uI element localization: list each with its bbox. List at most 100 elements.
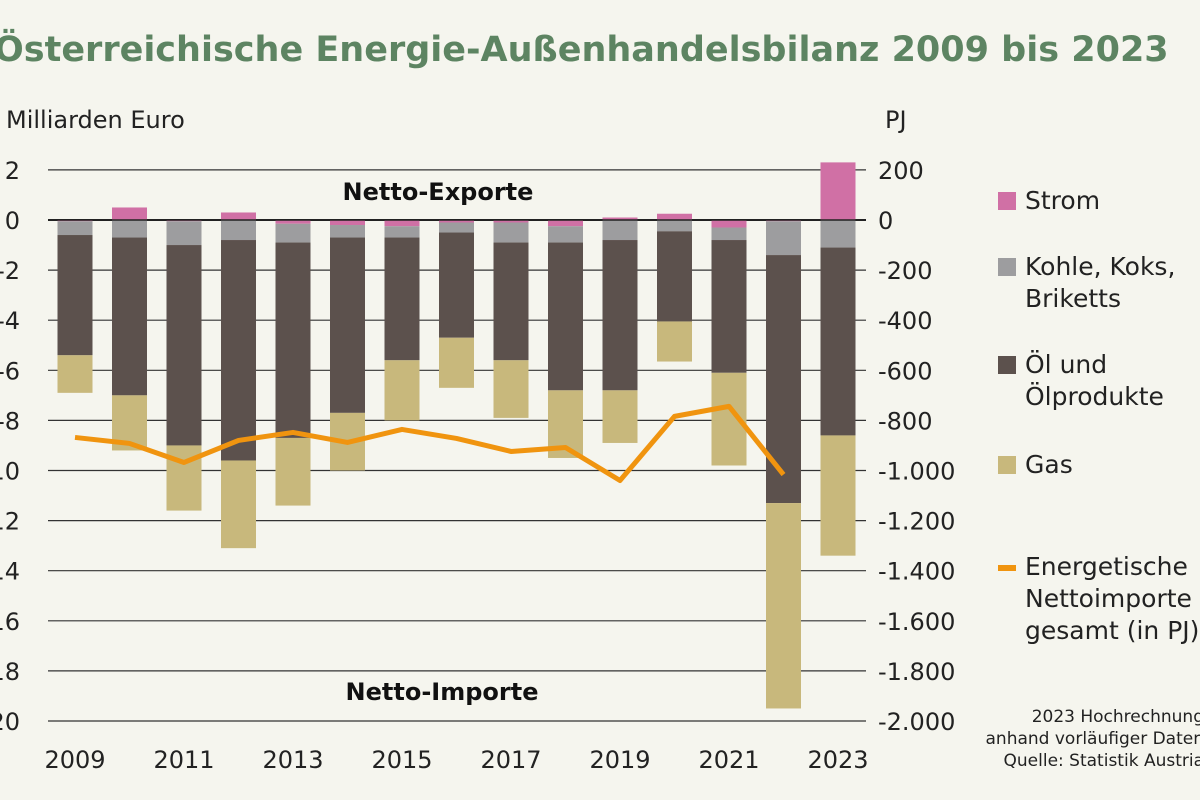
y2-axis-label: PJ — [885, 106, 907, 134]
legend-label: Gas — [1025, 450, 1073, 479]
bar-gas-2020 — [657, 321, 692, 362]
y-tick-label: -12 — [0, 508, 20, 536]
legend-label: Strom — [1025, 186, 1101, 215]
x-tick-label: 2009 — [44, 746, 105, 774]
legend-item: Energetische Nettoimporte gesamt (in PJ) — [998, 551, 1199, 647]
y-tick-label: -14 — [0, 558, 20, 586]
bar-strom-2017 — [493, 220, 529, 223]
y2-tick-label: 200 — [878, 157, 924, 185]
bar-gas-2009 — [57, 355, 93, 393]
bar-strom-2019 — [602, 217, 638, 220]
legend-label: Kohle, Koks, — [1025, 252, 1176, 281]
legend-swatch — [998, 456, 1016, 474]
note-line: 2023 Hochrechnung — [1031, 707, 1200, 727]
x-tick-label: 2013 — [262, 746, 323, 774]
bar-strom-2013 — [275, 220, 311, 224]
y2-tick-label: -1.200 — [878, 508, 955, 536]
y-tick-label: -20 — [0, 708, 20, 736]
bar-gas-2022 — [766, 503, 801, 709]
line-nettoimporte — [74, 403, 786, 484]
bar-öl-2020 — [657, 231, 692, 322]
x-tick-label: 2023 — [807, 746, 868, 774]
y-tick-label: -2 — [0, 257, 20, 285]
bar-öl-2018 — [548, 242, 583, 391]
legend-label: Briketts — [1025, 284, 1121, 313]
y2-tick-label: 0 — [878, 207, 893, 235]
bar-kohle-2012 — [221, 220, 256, 241]
bar-kohle-2009 — [57, 221, 93, 236]
bar-strom-2021 — [711, 220, 747, 228]
bar-gas-2016 — [439, 337, 474, 388]
bar-gas-2019 — [602, 390, 638, 443]
bar-kohle-2020 — [657, 220, 692, 232]
bar-gas-2013 — [275, 437, 311, 506]
y2-tick-label: -200 — [878, 257, 932, 285]
bar-gas-2015 — [384, 360, 420, 421]
bar-kohle-2021 — [711, 227, 747, 241]
legend-label: Öl und — [1025, 350, 1108, 379]
legend-label: gesamt (in PJ) — [1025, 616, 1200, 645]
bar-kohle-2011 — [166, 221, 202, 246]
y-tick-label: -6 — [0, 357, 20, 385]
legend-item: Öl und Ölprodukte — [998, 349, 1164, 413]
bar-kohle-2022 — [766, 221, 801, 256]
bar-strom-2018 — [548, 220, 583, 227]
bar-öl-2016 — [439, 232, 474, 338]
source-note: 2023 Hochrechnung anhand vorläufiger Dat… — [986, 706, 1200, 772]
bar-gas-2023 — [820, 435, 856, 556]
bar-öl-2023 — [820, 247, 856, 436]
legend-swatch — [998, 258, 1016, 276]
bar-strom-2014 — [330, 220, 365, 226]
legend-item: Strom — [998, 185, 1100, 217]
x-tick-label: 2019 — [589, 746, 650, 774]
y2-tick-label: -800 — [878, 407, 932, 435]
x-tick-label: 2011 — [153, 746, 214, 774]
bar-öl-2021 — [711, 240, 747, 373]
legend-label: Energetische — [1025, 552, 1188, 581]
bar-gas-2012 — [221, 460, 256, 549]
legend-item: Kohle, Koks, Briketts — [998, 251, 1175, 315]
note-line: anhand vorläufiger Daten — [985, 729, 1200, 749]
y-tick-label: -10 — [0, 458, 20, 486]
annotation-netto-exporte: Netto-Exporte — [343, 178, 534, 206]
annotation-netto-importe: Netto-Importe — [346, 678, 539, 706]
bar-kohle-2014 — [330, 225, 365, 238]
bar-strom-2020 — [657, 213, 692, 220]
legend-swatch — [998, 356, 1016, 374]
bar-öl-2009 — [57, 235, 93, 356]
legend-swatch — [998, 192, 1016, 210]
y-tick-label: -16 — [0, 608, 20, 636]
y-tick-label: 2 — [5, 157, 20, 185]
y-tick-label: -18 — [0, 658, 20, 686]
bar-öl-2010 — [112, 237, 147, 396]
bar-strom-2015 — [384, 220, 420, 227]
bar-kohle-2023 — [820, 220, 856, 248]
chart-title: Österreichische Energie-Außenhandelsbila… — [0, 30, 1169, 70]
y2-tick-label: -2.000 — [878, 708, 955, 736]
y2-tick-label: -600 — [878, 357, 932, 385]
y2-tick-label: -1.000 — [878, 458, 955, 486]
bar-kohle-2016 — [439, 222, 474, 233]
y2-tick-label: -1.800 — [878, 658, 955, 686]
bar-kohle-2019 — [602, 220, 638, 241]
bar-öl-2017 — [493, 242, 529, 361]
bar-gas-2017 — [493, 360, 529, 418]
bar-strom-2016 — [439, 220, 474, 223]
bar-öl-2014 — [330, 237, 365, 413]
bar-kohle-2010 — [112, 220, 147, 238]
y-tick-label: -4 — [0, 307, 20, 335]
x-tick-label: 2015 — [371, 746, 432, 774]
y2-tick-label: -400 — [878, 307, 932, 335]
y2-tick-label: -1.600 — [878, 608, 955, 636]
legend-item: Gas — [998, 449, 1073, 481]
y2-tick-label: -1.400 — [878, 558, 955, 586]
bar-öl-2022 — [766, 255, 801, 504]
bar-öl-2013 — [275, 242, 311, 438]
bar-kohle-2017 — [493, 222, 529, 243]
bar-kohle-2015 — [384, 226, 420, 238]
legend-label: Ölprodukte — [1025, 382, 1164, 411]
bar-strom-2023 — [820, 162, 856, 220]
bar-strom-2012 — [221, 212, 256, 220]
bar-kohle-2013 — [275, 223, 311, 243]
x-tick-label: 2021 — [698, 746, 759, 774]
